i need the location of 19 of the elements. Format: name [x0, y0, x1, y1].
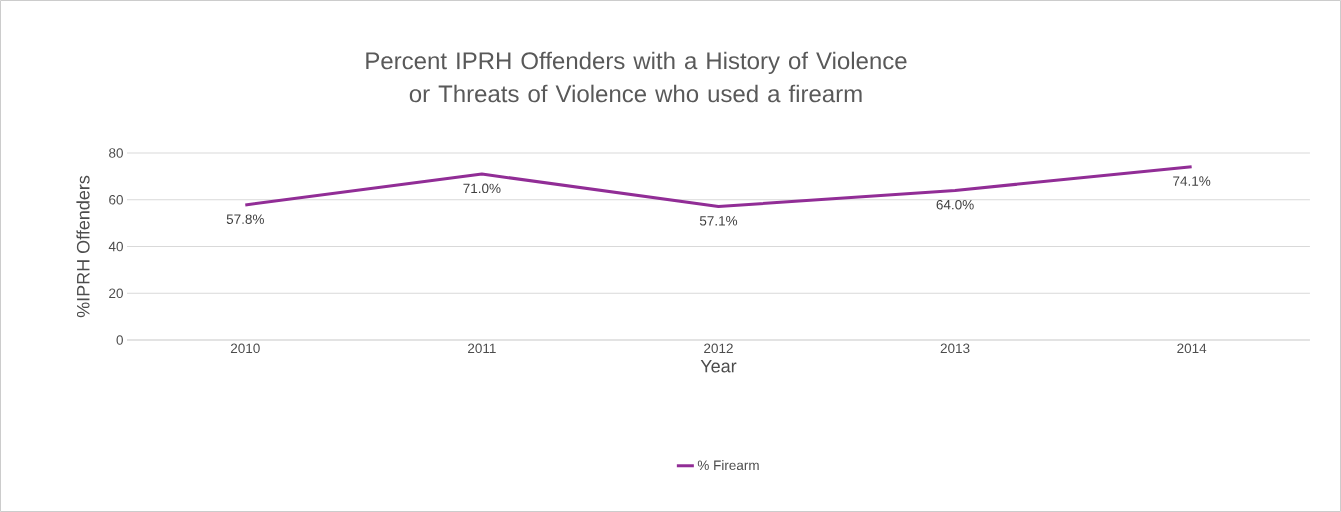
y-tick-label: 80: [109, 148, 123, 158]
y-tick-label: 20: [109, 288, 123, 299]
data-label: 71.0%: [463, 183, 501, 194]
x-tick-label: 2010: [230, 343, 260, 354]
y-tick-label: 60: [109, 194, 123, 205]
legend-label: % Firearm: [697, 460, 759, 471]
x-tick-label: 2014: [1177, 343, 1207, 354]
data-label: 74.1%: [1173, 176, 1211, 186]
data-label: 57.1%: [699, 216, 738, 226]
x-tick-label: 2011: [468, 343, 496, 354]
y-axis-title: %IPRH Offenders: [76, 175, 90, 318]
x-axis-title: Year: [700, 359, 737, 373]
y-tick-label: 0: [116, 335, 123, 345]
y-tick-label: 40: [108, 241, 123, 252]
x-tick-label: 2013: [940, 343, 970, 354]
data-label: 57.8%: [226, 214, 264, 224]
data-label: 64.0%: [936, 199, 974, 210]
x-tick-label: 2012: [704, 343, 733, 354]
chart-title: Percent IPRH Offenders with a History of Violence or Threats of Violence who used a firearm: [366, 51, 907, 103]
